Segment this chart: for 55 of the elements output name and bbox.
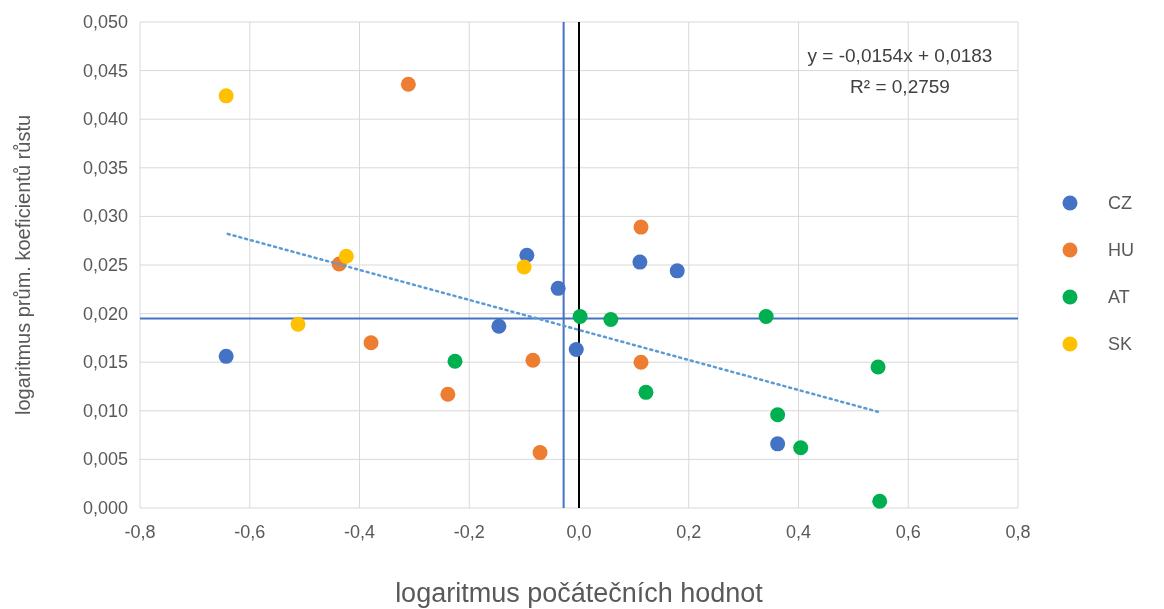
point — [632, 254, 648, 270]
annotation: y = -0,0154x + 0,0183 — [807, 45, 993, 66]
x-tick-label: 0,6 — [895, 522, 921, 542]
point — [447, 353, 463, 369]
x-tick-label: -0,2 — [453, 522, 485, 542]
y-tick-label: 0,045 — [82, 60, 128, 81]
point — [532, 445, 548, 461]
legend-label: SK — [1108, 334, 1133, 354]
y-tick-label: 0,020 — [82, 303, 128, 324]
x-tick-label: 0,0 — [566, 522, 592, 542]
x-tick-label: 0,8 — [1005, 522, 1031, 542]
point — [491, 318, 507, 334]
point — [603, 311, 619, 327]
y-tick-label: 0,025 — [82, 255, 128, 275]
point — [870, 359, 886, 375]
y-tick-label: 0,015 — [82, 352, 128, 373]
point — [633, 219, 649, 235]
point — [770, 436, 786, 452]
y-tick-label: 0,005 — [82, 449, 128, 470]
point — [669, 263, 685, 279]
point — [525, 352, 541, 368]
legend-label: CZ — [1108, 193, 1132, 213]
point — [218, 348, 234, 364]
y-tick-label: 0,010 — [82, 400, 128, 421]
y-tick-label: 0,040 — [82, 109, 128, 130]
point — [338, 248, 354, 264]
point — [290, 316, 306, 332]
y-tick-label: 0,050 — [82, 12, 128, 32]
annotation: R² = 0,2759 — [850, 76, 950, 97]
x-tick-label: -0,4 — [343, 522, 376, 542]
point — [872, 493, 888, 509]
point — [568, 342, 584, 358]
y-tick-label: 0,035 — [82, 157, 128, 178]
point — [758, 309, 774, 325]
point — [793, 440, 809, 456]
point — [550, 280, 566, 296]
point — [516, 259, 532, 275]
legend-label: HU — [1108, 240, 1134, 260]
x-tick-label: 0,2 — [676, 522, 702, 542]
x-tick-label: 0,4 — [785, 522, 812, 542]
x-tick-label: -0,6 — [234, 522, 266, 542]
point — [363, 335, 379, 351]
point — [218, 88, 234, 104]
y-tick-label: 0,030 — [82, 206, 128, 227]
point — [400, 76, 416, 92]
point — [440, 386, 456, 402]
point — [770, 407, 786, 423]
x-tick-label: -0,8 — [124, 522, 156, 542]
x-axis-title: logaritmus počátečních hodnot — [395, 578, 764, 608]
legend-label: AT — [1108, 287, 1130, 307]
point — [638, 384, 654, 400]
y-axis-title: logaritmus prům. koeficientů růstu — [12, 114, 34, 416]
point — [572, 309, 588, 325]
y-tick-label: 0,000 — [82, 498, 128, 518]
point — [633, 354, 649, 370]
